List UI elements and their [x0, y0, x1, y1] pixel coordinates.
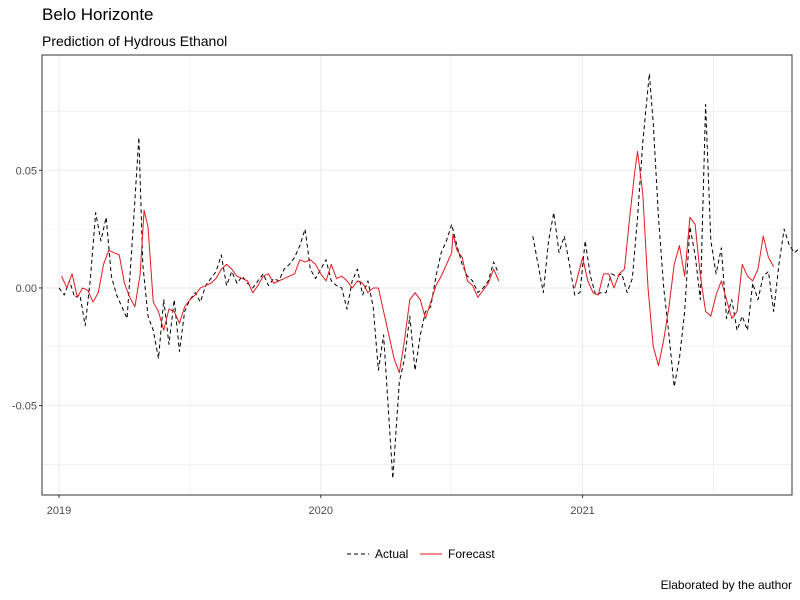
- series-line-forecast: [61, 209, 500, 374]
- axis-ticks: -0.05 0.00 0.05 2019 2020 2021: [12, 165, 595, 517]
- plot-border: [41, 54, 793, 496]
- legend-actual-label: Actual: [375, 547, 408, 561]
- legend-forecast-label: Forecast: [448, 547, 495, 561]
- legend: Actual Forecast: [347, 547, 495, 561]
- chart-title: Belo Horizonte: [42, 5, 154, 24]
- chart-subtitle: Prediction of Hydrous Ethanol: [42, 33, 228, 49]
- x-tick-label: 2021: [570, 505, 594, 517]
- chart-series: [58, 73, 800, 480]
- series-line-forecast: [574, 150, 775, 367]
- chart-caption: Elaborated by the author: [660, 578, 792, 592]
- y-tick-label: -0.05: [12, 401, 37, 413]
- y-tick-label: 0.05: [16, 165, 37, 177]
- y-tick-label: 0.00: [16, 283, 37, 295]
- grid-lines: [42, 55, 792, 495]
- x-tick-label: 2020: [309, 505, 333, 517]
- series-line-actual: [58, 136, 500, 480]
- x-tick-label: 2019: [47, 505, 71, 517]
- series-line-actual: [532, 73, 800, 388]
